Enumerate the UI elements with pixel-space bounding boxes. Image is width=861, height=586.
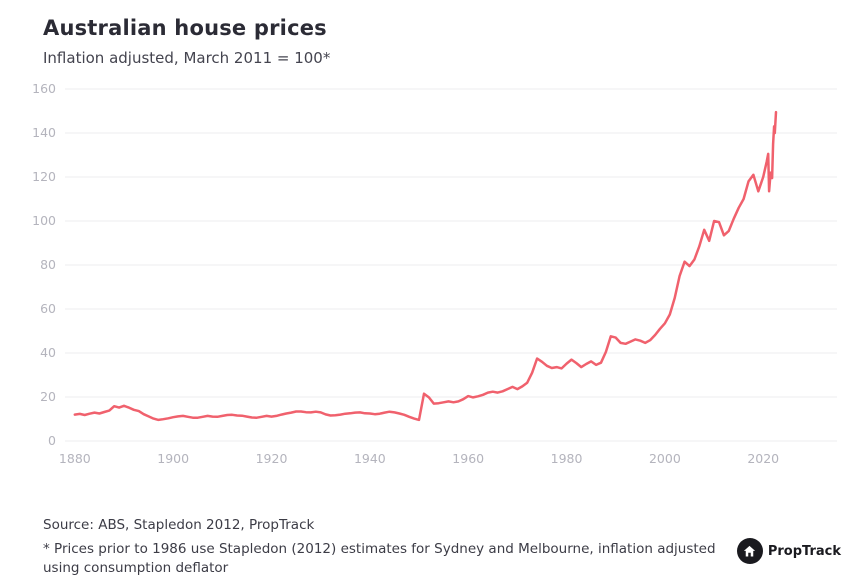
svg-text:100: 100 [32,213,56,228]
svg-text:160: 160 [32,81,56,96]
footnote-text: * Prices prior to 1986 use Stapledon (20… [43,540,716,577]
footer: Source: ABS, Stapledon 2012, PropTrack *… [43,516,841,579]
svg-text:140: 140 [32,125,56,140]
chart-subtitle: Inflation adjusted, March 2011 = 100* [43,49,331,67]
svg-text:2000: 2000 [649,451,681,466]
svg-text:1940: 1940 [354,451,386,466]
svg-text:0: 0 [48,433,56,448]
svg-text:60: 60 [40,301,56,316]
svg-text:1900: 1900 [157,451,189,466]
svg-text:40: 40 [40,345,56,360]
proptrack-logo: PropTrack [736,538,841,564]
svg-text:1880: 1880 [59,451,91,466]
svg-text:1980: 1980 [551,451,583,466]
chart-notes: Source: ABS, Stapledon 2012, PropTrack *… [43,516,737,579]
svg-text:1920: 1920 [256,451,288,466]
svg-text:1960: 1960 [452,451,484,466]
svg-text:20: 20 [40,389,56,404]
line-chart-canvas: 0 20 40 60 80 100 120 140 160 1880 1900 1920 1940 196… [32,81,837,466]
svg-text:120: 120 [32,169,56,184]
svg-text:2020: 2020 [747,451,779,466]
proptrack-logo-text: PropTrack [767,543,841,559]
line-chart: 0 20 40 60 80 100 120 140 160 1880 1900 1920 1940 196… [29,79,837,483]
proptrack-house-icon [736,538,763,564]
chart-title: Australian house prices [43,16,327,40]
svg-text:80: 80 [40,257,56,272]
source-text: Source: ABS, Stapledon 2012, PropTrack [43,517,315,533]
